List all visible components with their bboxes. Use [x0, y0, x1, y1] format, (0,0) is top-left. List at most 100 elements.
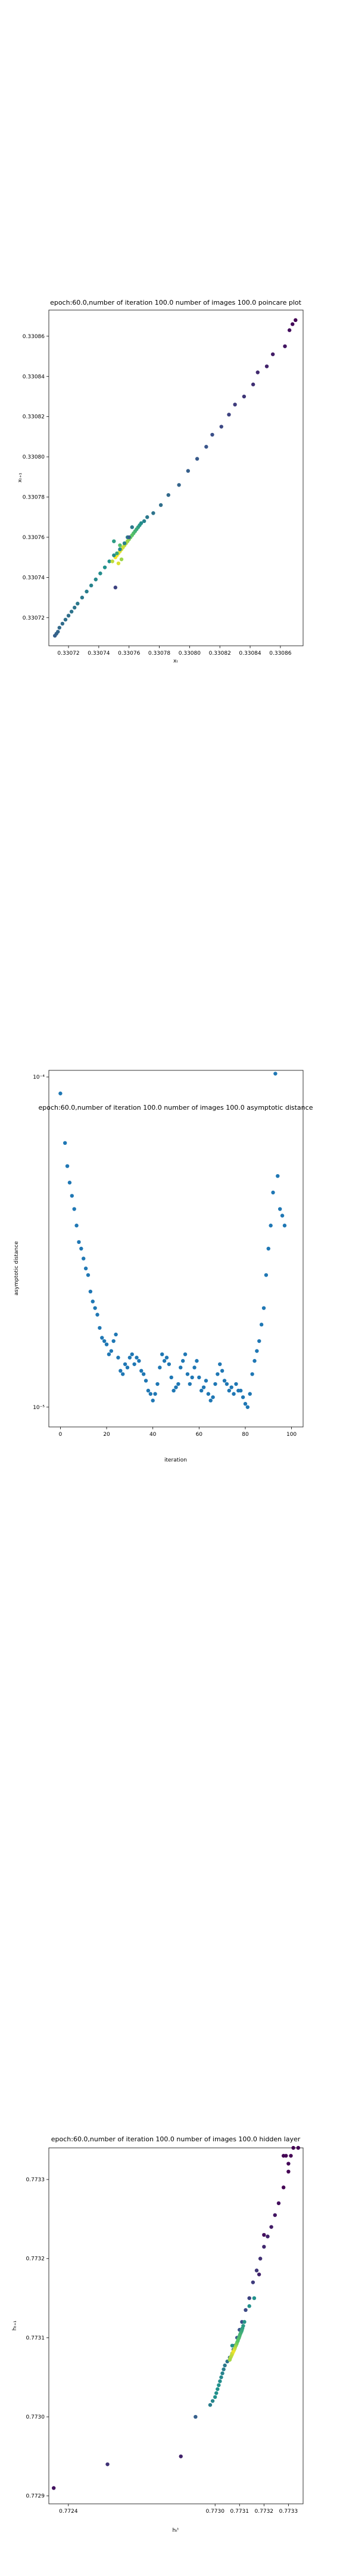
data-point — [267, 1247, 270, 1250]
data-point — [123, 1363, 127, 1366]
data-point — [213, 2395, 217, 2399]
y-tick-label: 0.7730 — [26, 2414, 45, 2420]
data-point — [195, 1359, 198, 1363]
data-point — [89, 584, 93, 587]
data-point — [276, 1174, 279, 1178]
data-point — [183, 1352, 187, 1356]
y-tick-label: 0.7733 — [26, 2177, 45, 2183]
data-point — [291, 2146, 295, 2150]
data-point — [251, 383, 255, 386]
data-point — [214, 2391, 218, 2395]
data-point — [220, 425, 223, 428]
data-point — [117, 562, 120, 565]
axis-ticks: 0 20 40 60 80 10010⁻⁵10⁻⁴ — [33, 1075, 297, 1438]
data-point — [127, 535, 131, 539]
data-point — [94, 578, 98, 581]
data-point — [288, 329, 291, 332]
data-point — [146, 1389, 150, 1392]
data-point — [190, 1376, 194, 1379]
data-point — [211, 2399, 214, 2402]
y-tick-label: 0.33072 — [23, 615, 45, 621]
data-point — [218, 2379, 222, 2383]
scatter-points — [58, 1072, 286, 1409]
data-point — [282, 2185, 285, 2189]
x-axis-label: iteration — [164, 1457, 187, 1463]
data-point — [233, 402, 236, 406]
data-point — [269, 1224, 272, 1227]
data-point — [126, 1366, 129, 1369]
data-point — [86, 1273, 90, 1277]
data-point — [61, 622, 64, 626]
x-axis-label: xₜ — [173, 658, 178, 664]
y-axis-label: hₜ₊₁ — [12, 2320, 18, 2330]
data-point — [95, 1313, 99, 1317]
x-tick-label: 0 — [59, 1432, 63, 1438]
chart-poincare-plot: epoch:60.0,number of iteration 100.0 num… — [17, 299, 303, 664]
data-point — [155, 1382, 159, 1386]
data-point — [269, 2225, 273, 2228]
data-point — [234, 1382, 238, 1386]
data-point — [176, 1382, 180, 1386]
data-point — [67, 614, 70, 617]
data-point — [262, 2233, 266, 2237]
data-point — [223, 1379, 226, 1382]
data-point — [74, 1224, 78, 1227]
x-tick-label: 0.7732 — [255, 2509, 274, 2515]
data-point — [286, 2162, 290, 2165]
data-point — [199, 1389, 203, 1392]
x-tick-label: 0.33084 — [239, 651, 261, 657]
chart-title: epoch:60.0,number of iteration 100.0 num… — [39, 1104, 313, 1111]
y-tick-label: 0.33074 — [23, 575, 45, 581]
data-point — [242, 395, 246, 398]
data-point — [172, 1389, 175, 1392]
data-point — [273, 2213, 277, 2217]
data-point — [102, 1339, 106, 1343]
data-point — [216, 2387, 219, 2391]
data-point — [273, 1072, 277, 1075]
data-point — [110, 1349, 113, 1352]
data-point — [167, 493, 170, 497]
y-tick-label: 0.33078 — [23, 495, 45, 501]
data-point — [264, 1273, 268, 1277]
data-point — [118, 547, 121, 551]
data-point — [165, 1356, 169, 1360]
data-point — [105, 2462, 109, 2466]
data-point — [93, 1306, 96, 1309]
data-point — [111, 559, 114, 563]
data-point — [280, 1213, 284, 1217]
data-point — [207, 1392, 210, 1395]
plot-frame — [49, 310, 303, 646]
data-point — [283, 1224, 286, 1227]
x-tick-label: 0.33082 — [209, 651, 231, 657]
data-point — [209, 1399, 213, 1402]
data-point — [167, 1363, 171, 1366]
data-point — [258, 2257, 262, 2261]
data-point — [63, 1141, 67, 1145]
data-point — [219, 2376, 223, 2379]
data-point — [197, 1376, 201, 1379]
data-point — [248, 1392, 252, 1395]
data-point — [73, 606, 76, 609]
x-axis-label: hₜᵗ — [172, 2528, 179, 2534]
data-point — [250, 1372, 254, 1376]
data-point — [103, 565, 107, 569]
data-point — [132, 1363, 136, 1366]
data-point — [277, 2202, 280, 2205]
y-tick-label: 0.33076 — [23, 535, 45, 541]
data-point — [227, 413, 230, 416]
data-point — [220, 2371, 224, 2375]
data-point — [179, 2454, 183, 2458]
data-point — [194, 2415, 197, 2419]
y-tick-label: 0.7732 — [26, 2256, 45, 2262]
scatter-points — [53, 318, 298, 638]
data-point — [297, 2146, 300, 2150]
data-point — [247, 2304, 251, 2308]
data-point — [192, 1366, 196, 1369]
data-point — [255, 2268, 258, 2272]
data-point — [227, 1389, 231, 1392]
data-point — [64, 618, 67, 621]
data-point — [294, 318, 297, 322]
data-point — [130, 525, 134, 529]
x-tick-label: 80 — [242, 1432, 249, 1438]
